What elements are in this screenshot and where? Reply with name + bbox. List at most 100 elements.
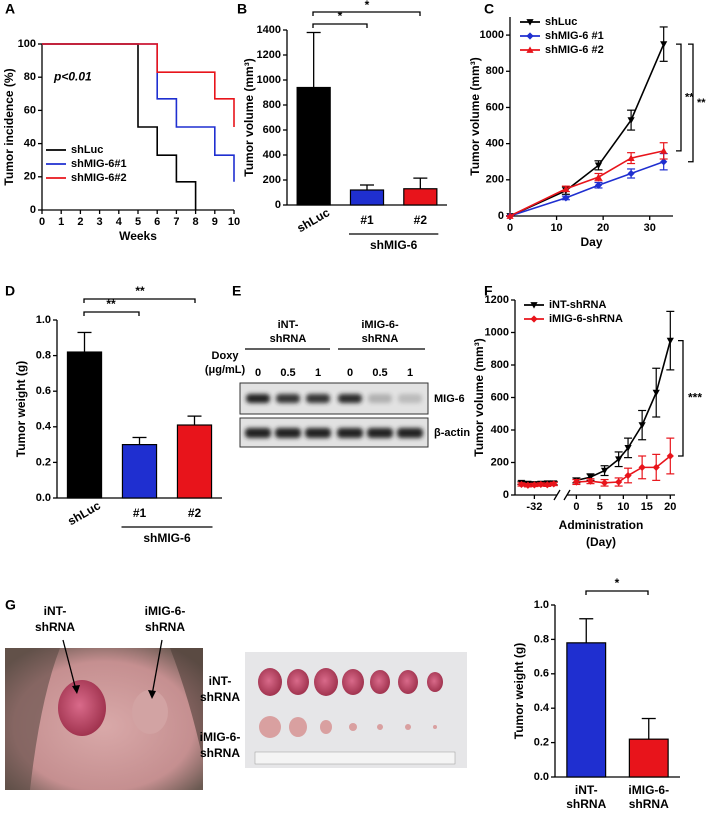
legend-marker bbox=[526, 46, 534, 53]
photo-label: shRNA bbox=[200, 690, 240, 704]
x-tick-label: iNT- bbox=[575, 783, 598, 797]
x-tick-label: 20 bbox=[597, 222, 609, 234]
panel-label: F bbox=[484, 283, 493, 299]
group-label: shRNA bbox=[270, 333, 307, 345]
tumor bbox=[287, 669, 309, 695]
y-tick-label: 0 bbox=[275, 199, 281, 211]
band bbox=[397, 428, 423, 438]
legend-marker bbox=[526, 32, 534, 40]
y-tick-label: 800 bbox=[263, 99, 281, 111]
y-tick-label: 400 bbox=[263, 149, 281, 161]
band bbox=[246, 394, 270, 403]
band bbox=[305, 428, 331, 438]
marker bbox=[627, 117, 635, 124]
dose-label: 1 bbox=[315, 367, 321, 379]
photo-label: iNT- bbox=[44, 604, 67, 618]
marker bbox=[543, 481, 551, 489]
y-tick-label: 80 bbox=[24, 71, 36, 83]
marker bbox=[638, 422, 646, 429]
x-tick-label: #1 bbox=[133, 506, 147, 520]
marker bbox=[562, 185, 570, 192]
band-group bbox=[245, 394, 423, 438]
photo-label: shRNA bbox=[200, 746, 240, 760]
marker bbox=[624, 471, 632, 480]
bar bbox=[349, 189, 385, 206]
sig-bracket bbox=[312, 23, 368, 28]
y-tick-label: 40 bbox=[24, 138, 36, 150]
tumor bbox=[314, 668, 338, 696]
dose-label: 0.5 bbox=[280, 367, 295, 379]
legend-label: shMIG-6 #1 bbox=[545, 30, 604, 42]
y-axis-label: Tumor volume (mm³) bbox=[472, 338, 486, 456]
marker bbox=[537, 480, 545, 489]
y-axis-label: Tumor volume (mm³) bbox=[468, 57, 482, 175]
tumor bbox=[427, 672, 443, 692]
photo-tumor bbox=[58, 680, 106, 736]
sig-bracket bbox=[676, 43, 682, 152]
marker bbox=[660, 41, 668, 48]
legend-label: shLuc bbox=[545, 16, 577, 28]
x-tick-label: -32 bbox=[526, 501, 542, 513]
y-tick-label: 600 bbox=[263, 124, 281, 136]
marker bbox=[660, 147, 668, 154]
y-tick-label: 0.2 bbox=[36, 456, 51, 468]
marker bbox=[594, 173, 603, 180]
y-tick-label: 1000 bbox=[257, 74, 281, 86]
axis-break bbox=[563, 489, 571, 501]
photo-label: iMIG-6- bbox=[200, 730, 241, 744]
x-tick-label: 0 bbox=[507, 222, 513, 234]
sig-label: ** bbox=[685, 91, 694, 103]
sig-label: ** bbox=[135, 284, 145, 298]
marker bbox=[530, 481, 538, 489]
x-tick-label: iMIG-6- bbox=[628, 783, 669, 797]
tumor bbox=[349, 723, 357, 731]
x-tick-label: 0 bbox=[573, 501, 579, 513]
band bbox=[276, 394, 300, 403]
bar bbox=[403, 188, 438, 206]
x-tick-label: 10 bbox=[228, 216, 240, 228]
treatment-label: Doxy bbox=[212, 350, 240, 362]
x-tick-label: 10 bbox=[617, 501, 629, 513]
group-label: shRNA bbox=[362, 333, 399, 345]
band bbox=[338, 394, 362, 403]
group-label: shMIG-6 bbox=[370, 238, 418, 252]
marker bbox=[517, 480, 526, 489]
arrow-head bbox=[72, 685, 80, 694]
sig-bracket bbox=[688, 43, 694, 163]
tumor-group bbox=[258, 668, 443, 738]
x-tick-label: shLuc bbox=[294, 205, 332, 235]
x-tick-label: 6 bbox=[154, 216, 160, 228]
tumor bbox=[370, 670, 390, 694]
band bbox=[275, 428, 301, 438]
marker bbox=[652, 389, 660, 397]
panel-label: E bbox=[232, 283, 241, 299]
legend-marker bbox=[530, 302, 538, 309]
photo-tumor bbox=[132, 690, 168, 734]
marker bbox=[638, 463, 646, 471]
band-label: β-actin bbox=[434, 427, 470, 439]
marker bbox=[550, 480, 558, 488]
legend-marker bbox=[526, 19, 534, 26]
y-tick-label: 0 bbox=[498, 210, 504, 222]
y-tick-label: 0.6 bbox=[534, 668, 549, 680]
x-tick-label: 0 bbox=[39, 216, 45, 228]
photo-label: iNT- bbox=[209, 674, 232, 688]
x-tick-label: shRNA bbox=[629, 797, 669, 811]
marker bbox=[506, 212, 514, 219]
bar bbox=[296, 86, 331, 206]
blot-panel bbox=[239, 382, 429, 415]
tumor bbox=[289, 717, 307, 737]
y-tick-label: 0.0 bbox=[534, 771, 549, 783]
bar bbox=[566, 642, 607, 778]
y-tick-label: 1.0 bbox=[36, 314, 51, 326]
sig-label: ** bbox=[697, 97, 706, 109]
marker bbox=[586, 474, 595, 481]
panel-label: C bbox=[484, 1, 494, 17]
band bbox=[337, 428, 363, 438]
y-tick-label: 200 bbox=[491, 456, 509, 468]
y-tick-label: 1000 bbox=[485, 326, 509, 338]
tumor bbox=[405, 724, 411, 730]
arrow-head bbox=[148, 690, 156, 699]
legend-label: shMIG-6#2 bbox=[71, 172, 127, 184]
marker bbox=[600, 467, 609, 475]
